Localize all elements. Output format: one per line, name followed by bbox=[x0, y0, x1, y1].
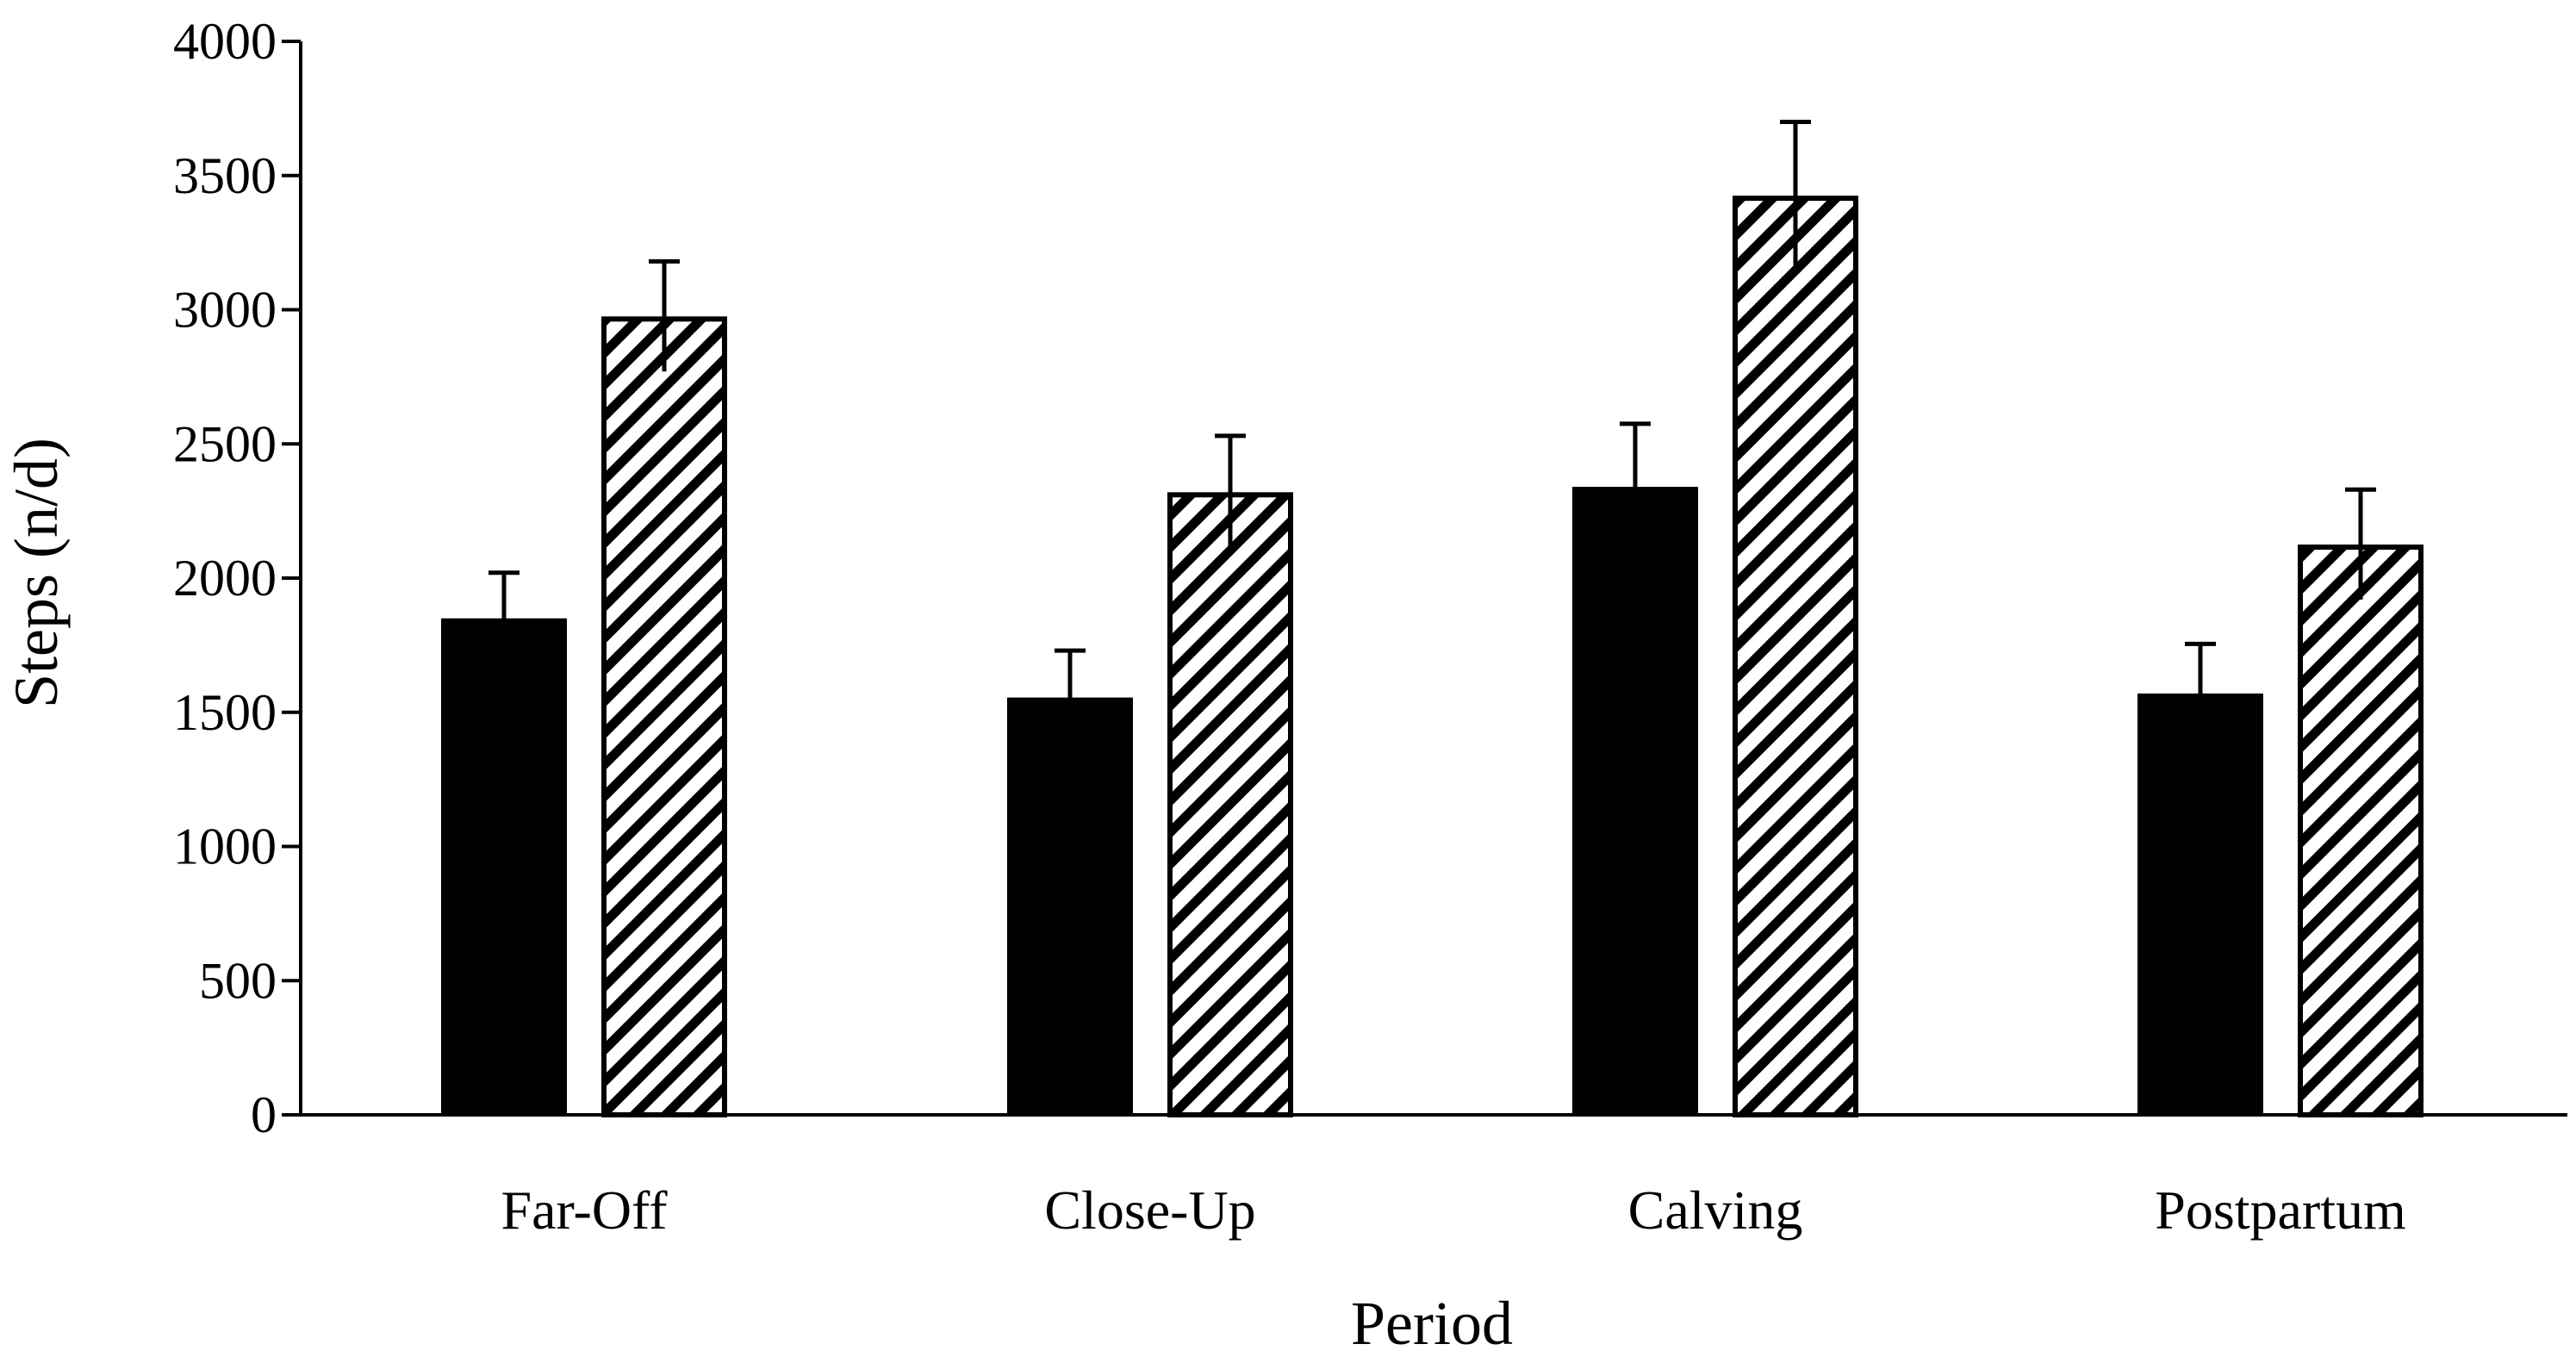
x-tick-label: Postpartum bbox=[2155, 1179, 2406, 1241]
y-tick-label: 2000 bbox=[173, 550, 277, 607]
y-tick-label: 1000 bbox=[173, 818, 277, 875]
x-axis-title: Period bbox=[1351, 1289, 1513, 1358]
y-ticks: 0 500 1000 1500 2000 2500 3000 3500 4000 bbox=[173, 13, 301, 1143]
bar-series-1-far-off bbox=[441, 618, 567, 1115]
y-tick-label: 1500 bbox=[173, 684, 277, 741]
y-tick-label: 4000 bbox=[173, 13, 277, 70]
y-tick-label: 500 bbox=[199, 952, 277, 1009]
bar-series-1-calving bbox=[1572, 487, 1698, 1115]
y-axis-title: Steps (n/d) bbox=[2, 438, 71, 708]
error-bars-layer bbox=[488, 119, 2376, 745]
y-tick-label: 0 bbox=[251, 1086, 277, 1143]
bar-series-2-calving bbox=[1733, 196, 1858, 1117]
bar-series-1-postpartum bbox=[2137, 693, 2263, 1115]
bar-series-2-far-off bbox=[601, 316, 727, 1118]
bar-series-2-close-up bbox=[1167, 492, 1293, 1117]
y-tick-label: 3000 bbox=[173, 282, 277, 339]
bar-series-2-postpartum bbox=[2298, 544, 2424, 1117]
x-tick-label: Calving bbox=[1628, 1179, 1803, 1241]
x-tick-label: Close-Up bbox=[1044, 1179, 1255, 1241]
x-tick-labels: Far-Off Close-Up Calving Postpartum bbox=[501, 1179, 2405, 1241]
y-tick-label: 2500 bbox=[173, 415, 277, 472]
x-tick-label: Far-Off bbox=[501, 1179, 668, 1241]
bar-series-1-close-up bbox=[1007, 697, 1133, 1115]
bars-layer bbox=[441, 196, 2424, 1118]
y-tick-label: 3500 bbox=[173, 147, 277, 204]
